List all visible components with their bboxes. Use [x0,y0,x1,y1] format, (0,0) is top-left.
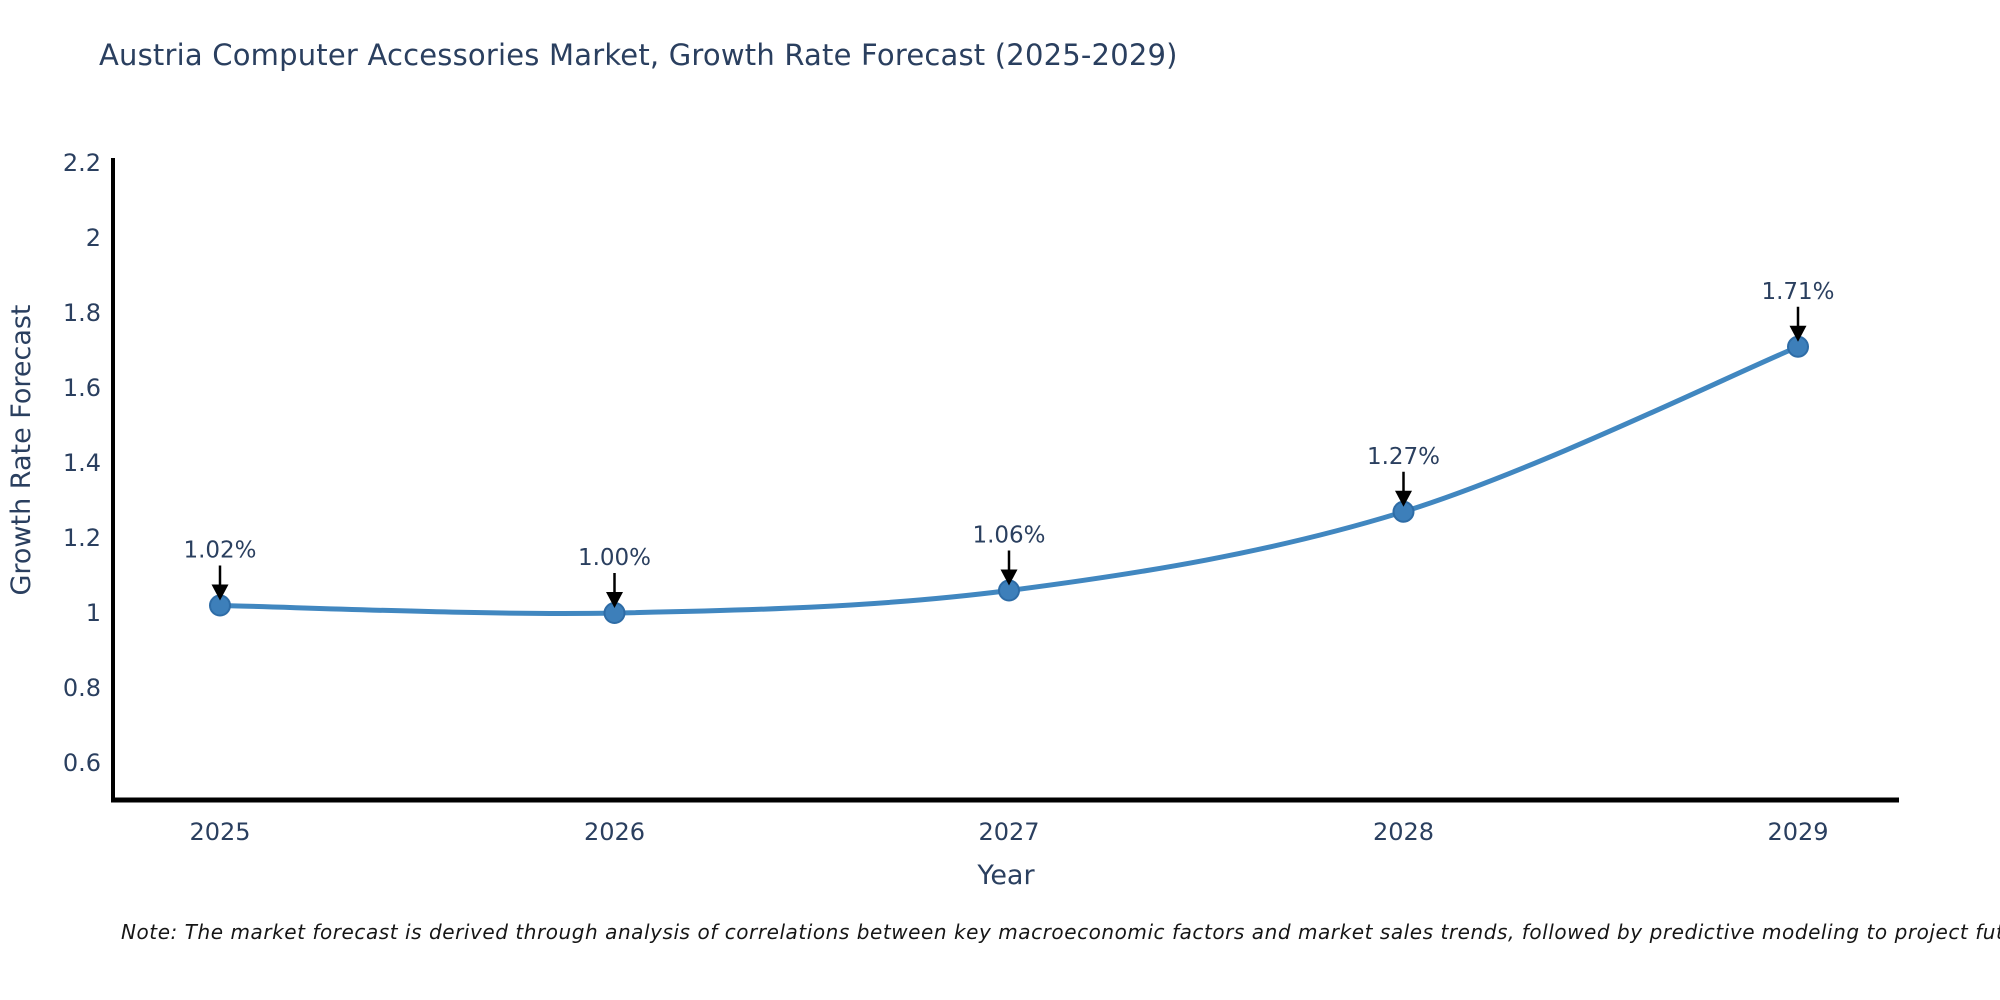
annotation-label: 1.02% [183,538,256,564]
y-tick-label: 1.4 [63,449,101,477]
y-tick-label: 1 [86,599,101,627]
x-tick-label: 2027 [978,818,1039,846]
y-tick-label: 2 [86,224,101,252]
annotation-arrow-head [1395,490,1412,507]
x-tick-label: 2029 [1767,818,1828,846]
chart-title: Austria Computer Accessories Market, Gro… [99,38,1178,72]
y-tick-label: 1.8 [63,299,101,327]
annotation-arrow-head [1789,325,1807,342]
annotation-label: 1.71% [1761,279,1834,305]
annotation-arrow-head [606,592,623,608]
x-axis-label: Year [976,860,1035,891]
y-tick-label: 0.6 [63,749,101,777]
y-tick-label: 0.8 [63,674,101,702]
annotation-label: 1.00% [578,545,651,571]
annotation-label: 1.06% [972,523,1045,549]
annotation-label: 1.27% [1367,444,1440,470]
footnote: Note: The market forecast is derived thr… [121,920,2000,944]
x-tick-label: 2026 [584,818,645,846]
y-tick-label: 2.2 [63,149,101,177]
y-tick-label: 1.6 [63,374,101,402]
annotation-arrow-head [211,584,229,601]
x-tick-label: 2028 [1373,818,1434,846]
x-tick-label: 2025 [189,818,250,846]
annotation-arrow-head [1000,569,1018,586]
y-tick-label: 1.2 [63,524,101,552]
y-axis-label: Growth Rate Forecast [6,304,37,595]
